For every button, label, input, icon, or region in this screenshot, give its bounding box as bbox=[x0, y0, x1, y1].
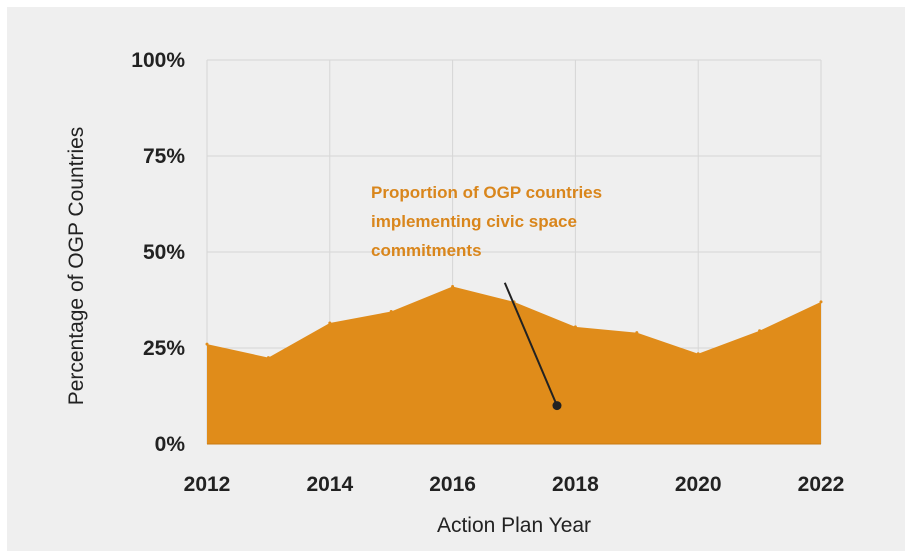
annotation-pointer-dot bbox=[552, 401, 562, 411]
annotation-pointer-line bbox=[503, 282, 558, 406]
data-point-2021 bbox=[758, 329, 762, 333]
data-point-2018 bbox=[573, 325, 577, 329]
x-tick-label-4: 2020 bbox=[675, 473, 722, 496]
x-axis-title: Action Plan Year bbox=[437, 514, 591, 537]
x-tick-label-3: 2018 bbox=[552, 473, 599, 496]
chart-panel bbox=[7, 7, 905, 551]
y-tick-label-3: 75% bbox=[143, 145, 185, 168]
data-point-2022 bbox=[819, 300, 823, 304]
annotation-text-line-0: Proportion of OGP countries bbox=[371, 183, 602, 202]
data-point-2015 bbox=[389, 310, 393, 314]
y-tick-label-0: 0% bbox=[155, 433, 186, 456]
data-point-2012 bbox=[205, 342, 209, 346]
data-point-2020 bbox=[696, 352, 700, 356]
area-series-0 bbox=[207, 286, 821, 444]
annotation-text-line-1: implementing civic space bbox=[371, 212, 577, 231]
data-point-2019 bbox=[635, 331, 639, 335]
x-tick-label-2: 2016 bbox=[429, 473, 476, 496]
data-point-2014 bbox=[328, 321, 332, 325]
x-tick-label-5: 2022 bbox=[798, 473, 845, 496]
x-tick-label-1: 2014 bbox=[306, 473, 353, 496]
y-tick-label-1: 25% bbox=[143, 337, 185, 360]
x-tick-label-0: 2012 bbox=[184, 473, 231, 496]
y-tick-label-4: 100% bbox=[131, 49, 185, 72]
data-point-2013 bbox=[266, 356, 270, 360]
annotation-text-line-2: commitments bbox=[371, 241, 482, 260]
data-point-2016 bbox=[451, 285, 455, 289]
y-axis-title: Percentage of OGP Countries bbox=[65, 127, 88, 406]
y-tick-label-2: 50% bbox=[143, 241, 185, 264]
